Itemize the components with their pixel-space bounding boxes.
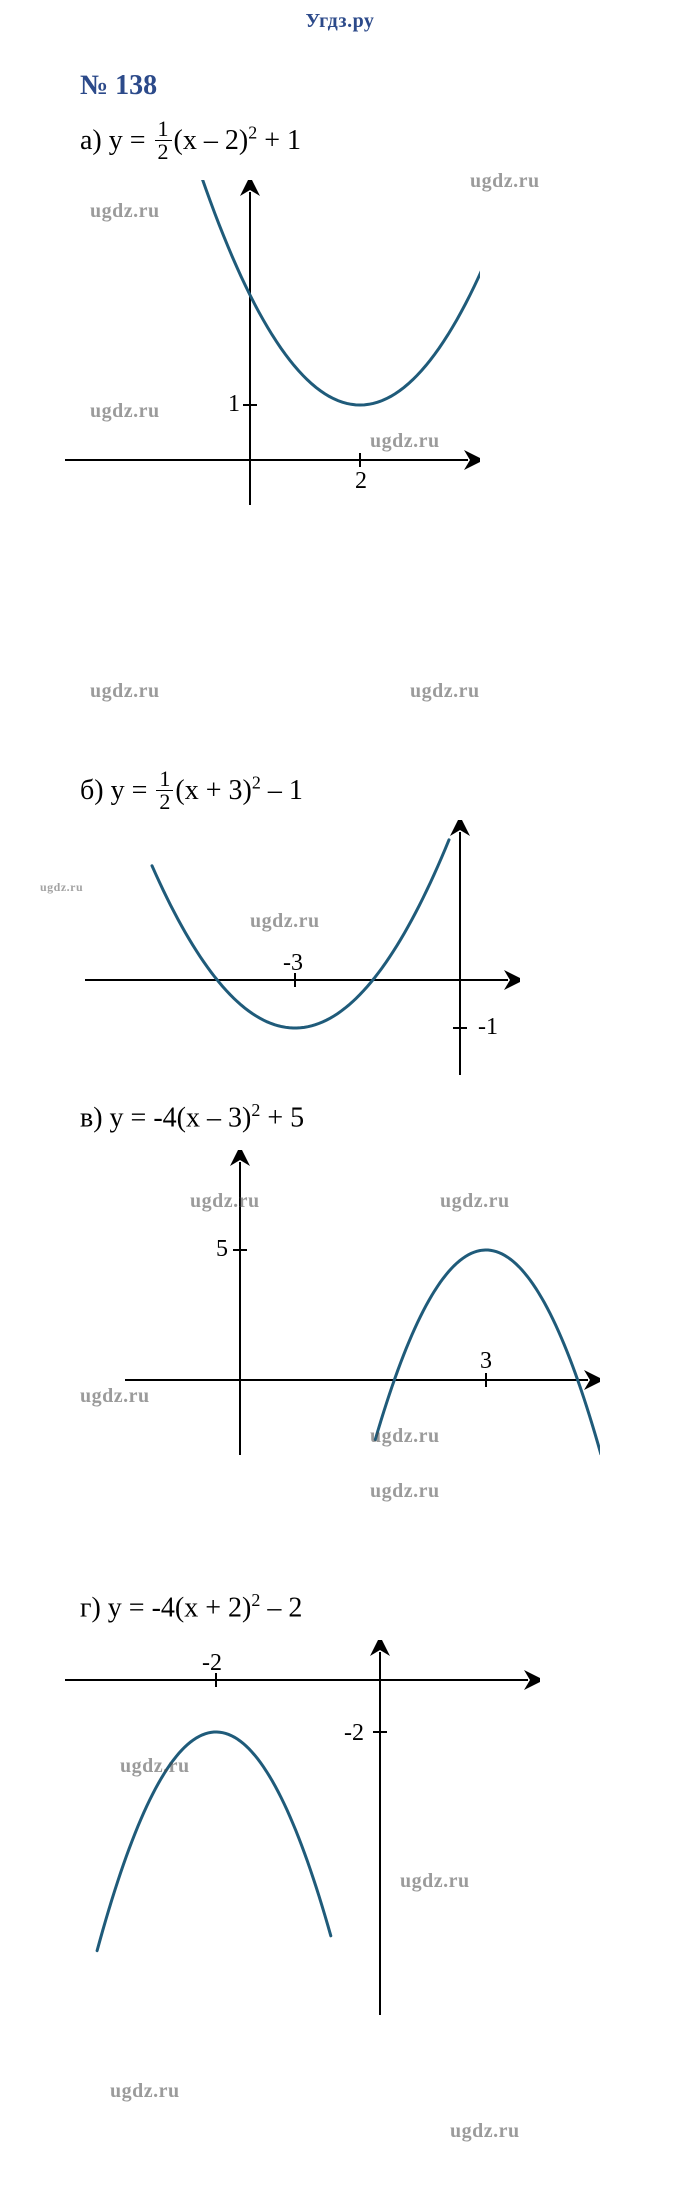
equation-a: а) y = 12(x – 2)2 + 1: [80, 120, 301, 165]
eq-b-label: б) y =: [80, 775, 154, 806]
graph-b: -3 -1: [80, 820, 520, 1080]
eq-b-tail: (x + 3): [175, 775, 251, 806]
eq-c-after: + 5: [260, 1102, 304, 1133]
eq-c-exp: 2: [251, 1100, 260, 1120]
frac-den: 2: [155, 141, 172, 163]
watermark-text: ugdz.ru: [110, 2080, 180, 2103]
svg-text:2: 2: [355, 468, 367, 494]
frac-num: 1: [156, 768, 173, 791]
fraction-icon: 12: [155, 118, 172, 163]
eq-d-after: – 2: [260, 1592, 302, 1623]
frac-den: 2: [156, 791, 173, 813]
eq-b-after: – 1: [261, 775, 303, 806]
eq-a-exp: 2: [248, 123, 257, 143]
equation-d: г) y = -4(x + 2)2 – 2: [80, 1590, 302, 1624]
eq-d-label: г) y = -4(x + 2): [80, 1592, 251, 1623]
watermark-text: ugdz.ru: [410, 680, 480, 703]
problem-number: № 138: [80, 70, 157, 102]
watermark-text: ugdz.ru: [470, 170, 540, 193]
svg-text:-2: -2: [202, 1650, 222, 1676]
fraction-icon: 12: [156, 768, 173, 813]
graph-a: 21: [60, 180, 480, 510]
svg-text:-2: -2: [344, 1720, 364, 1746]
page: Угдз.ру № 138 а) y = 12(x – 2)2 + 1 21 б…: [0, 0, 680, 2185]
eq-c-label: в) y = -4(x – 3): [80, 1102, 251, 1133]
equation-c: в) y = -4(x – 3)2 + 5: [80, 1100, 304, 1134]
watermark-text: ugdz.ru: [40, 880, 83, 895]
frac-num: 1: [155, 118, 172, 141]
watermark-text: ugdz.ru: [450, 2120, 520, 2143]
graph-c: 35: [120, 1150, 600, 1460]
eq-b-exp: 2: [252, 773, 261, 793]
watermark-text: ugdz.ru: [370, 1480, 440, 1503]
site-header: Угдз.ру: [0, 10, 680, 33]
equation-b: б) y = 12(x + 3)2 – 1: [80, 770, 303, 815]
svg-text:5: 5: [216, 1236, 228, 1262]
eq-a-tail: (x – 2): [174, 125, 249, 156]
graph-d: -2 -2: [60, 1640, 540, 2020]
svg-text:-1: -1: [478, 1014, 498, 1040]
svg-text:1: 1: [228, 391, 240, 417]
eq-a-label: а) y =: [80, 125, 153, 156]
svg-text:3: 3: [480, 1348, 492, 1374]
svg-text:-3: -3: [283, 950, 303, 976]
eq-a-after: + 1: [257, 125, 301, 156]
watermark-text: ugdz.ru: [90, 680, 160, 703]
